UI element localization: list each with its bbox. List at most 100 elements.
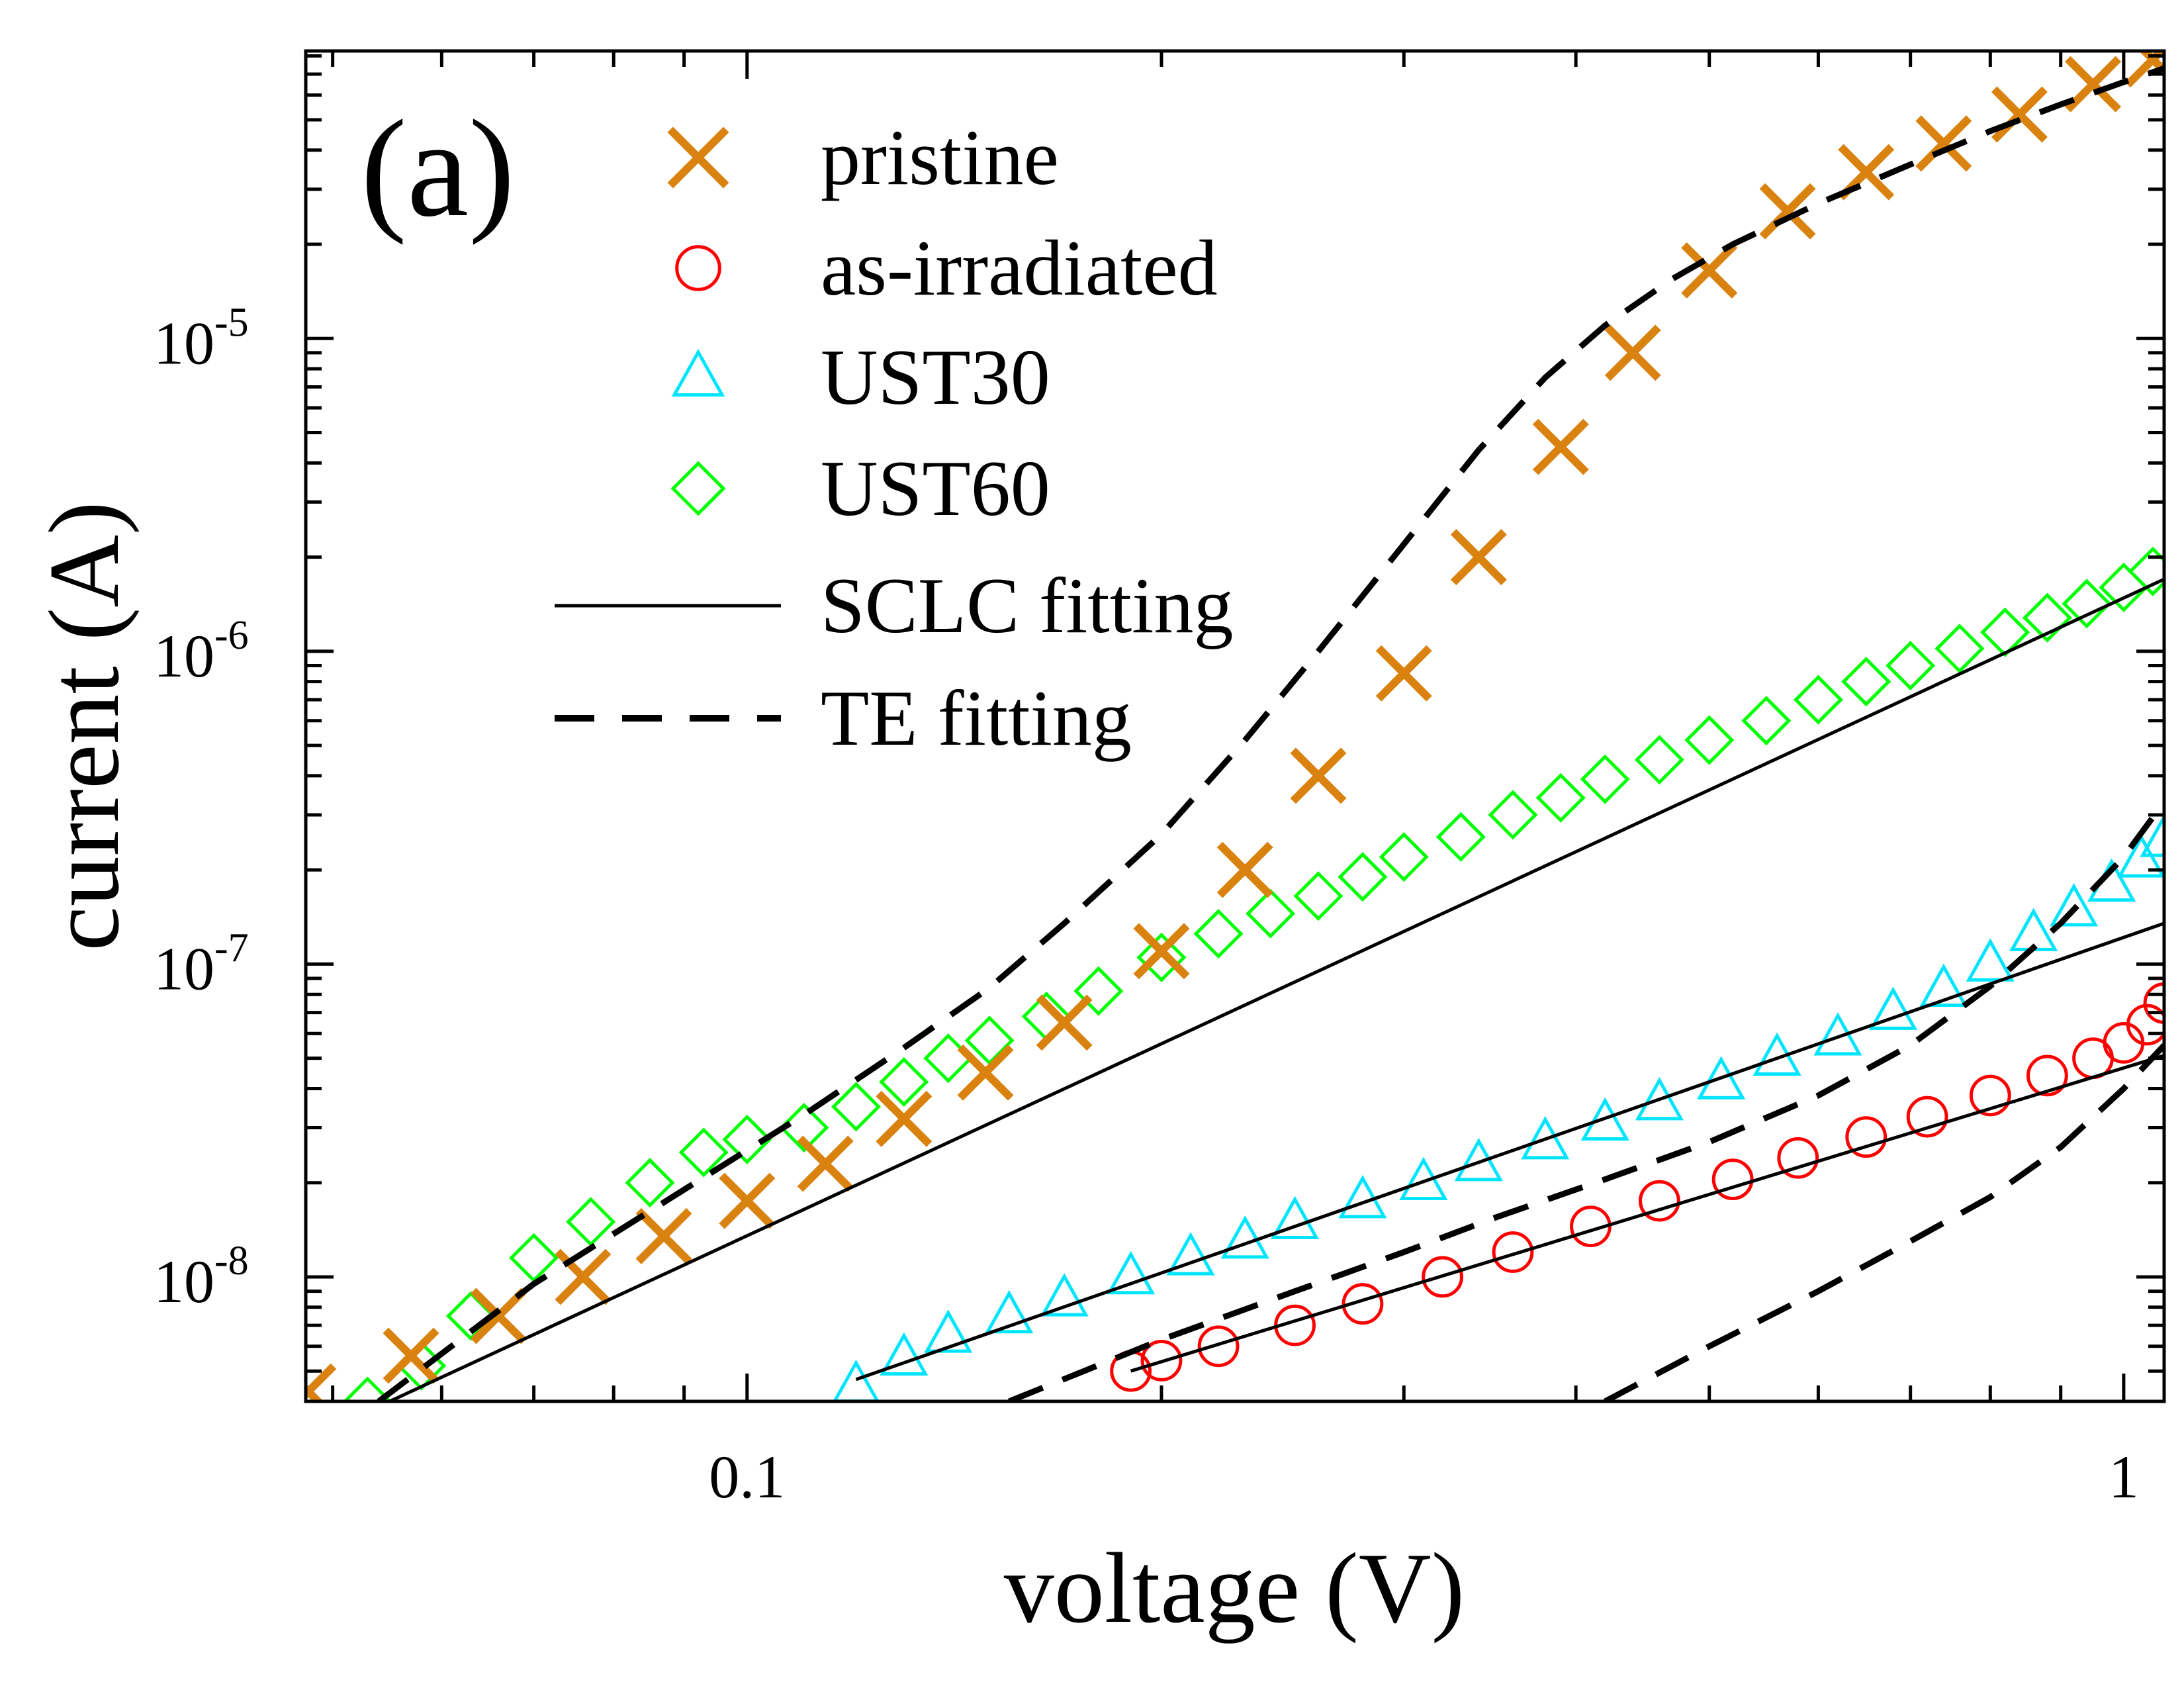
- data-point: [2065, 56, 2122, 113]
- data-point: [1136, 932, 1187, 982]
- data-point: [1741, 696, 1792, 746]
- data-point: [1379, 832, 1429, 882]
- data-point: [1759, 183, 1816, 240]
- data-point: [1841, 657, 1891, 707]
- x-tick-label: 0.1: [709, 1443, 785, 1511]
- legend-label: UST30: [821, 333, 1050, 421]
- data-point: [1638, 1180, 1680, 1222]
- x-tick-label: 1: [2109, 1443, 2139, 1511]
- data-point: [1073, 966, 1124, 1016]
- legend-marker: [671, 348, 725, 397]
- data-point: [1635, 1076, 1684, 1121]
- data-point: [1777, 1137, 1819, 1179]
- legend-item-ust60: UST60: [670, 444, 1050, 532]
- data-point: [1435, 812, 1486, 862]
- data-point: [2126, 1004, 2164, 1046]
- data-point: [1375, 645, 1432, 702]
- data-point: [1681, 242, 1738, 299]
- x-axis-title: voltage (V): [1004, 1532, 1465, 1644]
- data-point: [1886, 640, 1936, 691]
- data-point: [879, 1056, 929, 1107]
- data-point: [1492, 1231, 1534, 1273]
- data-point: [1697, 1056, 1746, 1100]
- data-point: [1919, 963, 1968, 1007]
- data-point: [306, 1363, 337, 1401]
- data-point: [880, 1332, 929, 1376]
- legend-item-te-fitting: TE fitting: [555, 674, 1132, 762]
- data-point: [1845, 1116, 1888, 1158]
- data-point: [779, 1102, 829, 1153]
- data-point: [1488, 790, 1538, 840]
- legend-marker: [670, 461, 726, 516]
- data-point: [566, 1197, 616, 1247]
- data-point: [2140, 814, 2164, 857]
- data-point: [1793, 675, 1843, 725]
- sclc-fit-line-ust60: [388, 577, 2164, 1401]
- legend-item-sclc-fitting: SCLC fitting: [555, 561, 1233, 649]
- y-tick-label: 10-5: [154, 300, 249, 377]
- data-point: [1133, 923, 1190, 980]
- data-point: [1711, 1158, 1754, 1201]
- data-point: [1915, 115, 1972, 172]
- data-point: [924, 1309, 973, 1353]
- data-point: [1193, 909, 1244, 959]
- data-point: [1293, 871, 1343, 921]
- legend-label: UST60: [821, 444, 1050, 532]
- data-point: [1197, 1325, 1240, 1368]
- data-point: [1140, 1340, 1183, 1382]
- data-point: [722, 1114, 772, 1164]
- data-point: [1450, 529, 1507, 586]
- data-point: [1969, 1074, 2011, 1117]
- legend-label: pristine: [821, 113, 1059, 201]
- data-point: [2022, 592, 2072, 643]
- y-axis-title: current (A): [28, 501, 140, 951]
- data-point: [635, 1207, 692, 1264]
- data-point: [876, 1090, 933, 1147]
- data-point: [625, 1158, 675, 1208]
- tick-layer: 0.1 1 10-8 10-7 10-6 10-5: [154, 51, 2164, 1511]
- data-point: [1166, 1232, 1215, 1276]
- data-point: [1604, 324, 1661, 381]
- data-point: [2062, 579, 2112, 629]
- data-point: [1246, 888, 1296, 939]
- legend-item-ust30: UST30: [671, 333, 1050, 421]
- y-tick-label: 10-7: [154, 925, 249, 1002]
- data-point: [1342, 1283, 1384, 1325]
- y-tick-label: 10-6: [154, 613, 249, 690]
- data-point: [1290, 747, 1347, 804]
- y-tick-label: 10-8: [154, 1239, 249, 1315]
- legend-item-pristine: pristine: [667, 113, 1059, 201]
- data-point: [957, 1044, 1014, 1101]
- data-point: [2026, 1055, 2068, 1097]
- sclc-fit-line-as-irradiated: [1130, 1054, 2164, 1373]
- data-point: [1454, 1137, 1503, 1182]
- data-point: [1934, 624, 1985, 674]
- data-point: [342, 1376, 392, 1401]
- data-point: [1422, 1256, 1463, 1298]
- data-point: [1532, 418, 1589, 475]
- data-point: [1521, 1115, 1570, 1160]
- panel-label: (a): [361, 92, 515, 246]
- data-point: [1216, 841, 1273, 898]
- legend: pristine as-irradiated UST30 UST60 SCLC fitt…: [555, 113, 1233, 762]
- data-layer: [306, 51, 2164, 1401]
- data-point: [2128, 546, 2164, 596]
- data-point: [1634, 735, 1684, 785]
- legend-marker: [675, 245, 721, 291]
- data-point: [2143, 982, 2164, 1024]
- data-point: [1868, 986, 1918, 1030]
- data-point: [1991, 86, 2048, 143]
- te-fit-line-as-irradiated: [1604, 1043, 2164, 1401]
- te-fit-line-pristine: [377, 66, 2164, 1401]
- data-point: [1036, 994, 1093, 1051]
- data-point: [1684, 715, 1735, 765]
- data-point: [1580, 754, 1630, 804]
- legend-label: as-irradiated: [821, 224, 1218, 312]
- data-point: [1580, 1097, 1629, 1141]
- data-point: [797, 1135, 854, 1192]
- data-point: [1980, 607, 2030, 657]
- data-point: [1270, 1196, 1320, 1240]
- data-point: [2049, 883, 2099, 927]
